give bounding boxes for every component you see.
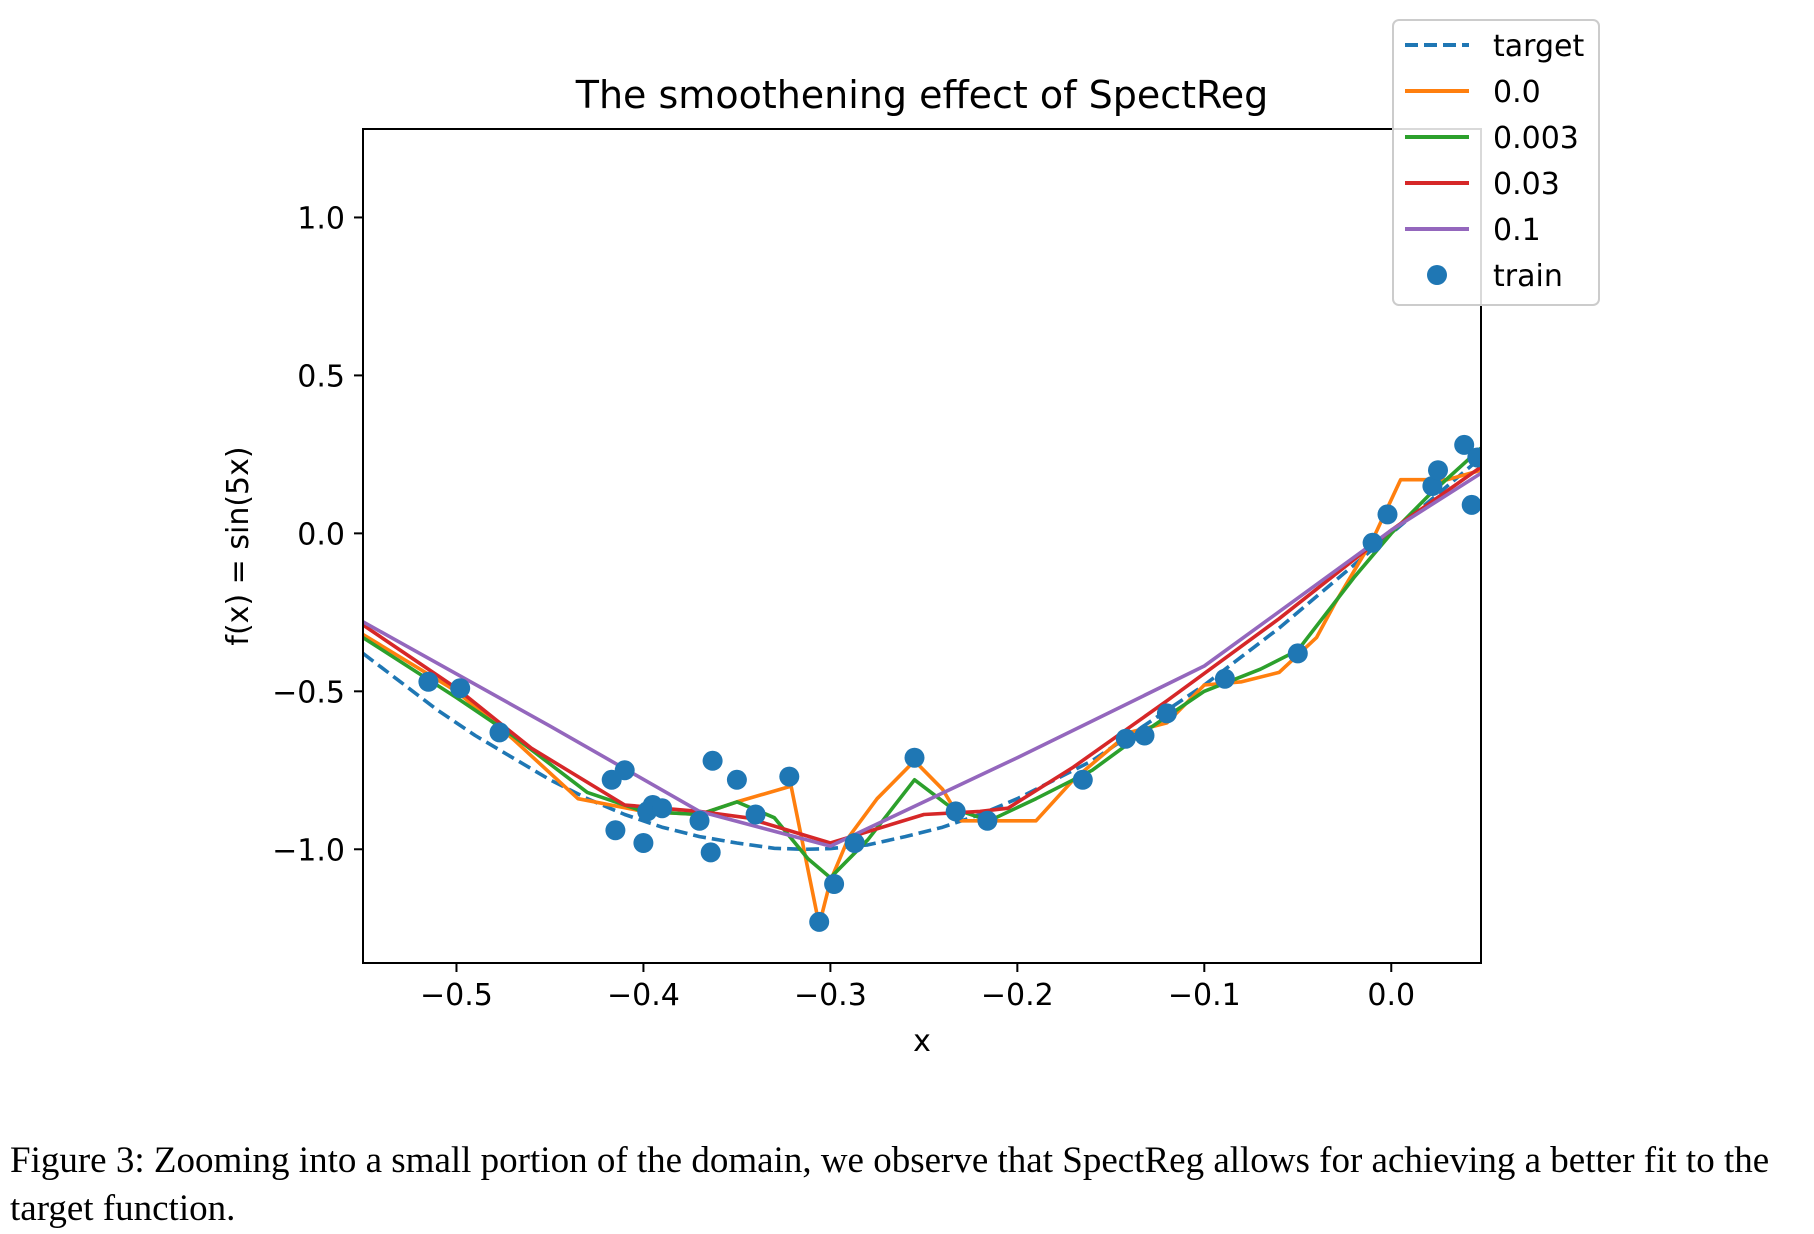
train-point bbox=[779, 766, 800, 787]
train-point bbox=[904, 747, 925, 768]
y-tick-label: −1.0 bbox=[272, 833, 345, 868]
series-line-target bbox=[363, 456, 1481, 852]
figure-caption: Figure 3: Zooming into a small portion o… bbox=[10, 1140, 1770, 1229]
train-point bbox=[1115, 728, 1136, 749]
legend-label: train bbox=[1493, 259, 1563, 294]
train-point bbox=[1072, 769, 1093, 790]
axes-frame bbox=[362, 128, 1482, 964]
plot-area bbox=[363, 434, 1481, 932]
x-tick-label: 0.0 bbox=[1367, 978, 1415, 1013]
train-point bbox=[1214, 668, 1235, 689]
y-tick-label: 0.5 bbox=[297, 359, 345, 394]
train-point bbox=[1467, 447, 1481, 468]
train-point bbox=[489, 722, 510, 743]
train-point bbox=[844, 833, 865, 853]
train-point bbox=[1422, 476, 1443, 496]
train-point bbox=[824, 874, 845, 894]
series-line-lambda-0_0 bbox=[363, 468, 1481, 927]
train-point bbox=[1454, 434, 1475, 455]
train-point bbox=[605, 820, 626, 841]
train-point bbox=[633, 833, 654, 853]
y-axis-label: f(x) = sin(5x) bbox=[221, 446, 256, 645]
train-point bbox=[1461, 494, 1481, 515]
series-line-lambda-0_003 bbox=[363, 446, 1481, 880]
train-point bbox=[418, 671, 439, 692]
legend-label: target bbox=[1493, 29, 1584, 64]
series-line-lambda-0_03 bbox=[363, 465, 1481, 845]
x-tick-label: −0.5 bbox=[420, 978, 493, 1013]
train-point bbox=[689, 810, 710, 831]
x-axis-label: x bbox=[913, 1024, 931, 1059]
train-point bbox=[1377, 504, 1398, 525]
train-point bbox=[745, 804, 766, 825]
train-point bbox=[1428, 460, 1448, 481]
x-tick-label: −0.2 bbox=[981, 978, 1054, 1013]
legend-label: 0.0 bbox=[1493, 75, 1541, 110]
train-point bbox=[1134, 725, 1155, 746]
train-point bbox=[652, 798, 673, 819]
y-tick-label: 0.0 bbox=[297, 517, 345, 552]
y-tick-label: −0.5 bbox=[272, 675, 345, 710]
x-tick-label: −0.4 bbox=[607, 978, 680, 1013]
train-point bbox=[614, 760, 635, 781]
legend-label: 0.1 bbox=[1493, 213, 1541, 248]
legend-label: 0.003 bbox=[1493, 121, 1579, 156]
train-point bbox=[702, 750, 723, 771]
train-point bbox=[700, 842, 721, 863]
train-point bbox=[1362, 532, 1383, 553]
legend-marker bbox=[1427, 265, 1447, 285]
train-point bbox=[1287, 643, 1308, 664]
train-point bbox=[945, 801, 966, 822]
legend: target 0.0 0.003 0.03 0.1 train bbox=[1392, 19, 1600, 306]
train-point bbox=[809, 911, 830, 932]
train-point bbox=[726, 769, 747, 790]
train-point bbox=[1156, 703, 1177, 724]
series-line-lambda-0_1 bbox=[363, 471, 1481, 848]
train-point bbox=[977, 810, 998, 831]
legend-label: 0.03 bbox=[1493, 167, 1560, 202]
x-tick-label: −0.1 bbox=[1168, 978, 1241, 1013]
chart-title: The smoothening effect of SpectReg bbox=[575, 73, 1268, 117]
x-tick-label: −0.3 bbox=[794, 978, 867, 1013]
train-point bbox=[450, 678, 471, 699]
axis-ticks: −0.5 −0.4 −0.3 −0.2 −0.1 0.0 1.0 0.5 0.0 −0.5 −1.0 bbox=[272, 201, 1415, 1013]
y-tick-label: 1.0 bbox=[297, 201, 345, 236]
